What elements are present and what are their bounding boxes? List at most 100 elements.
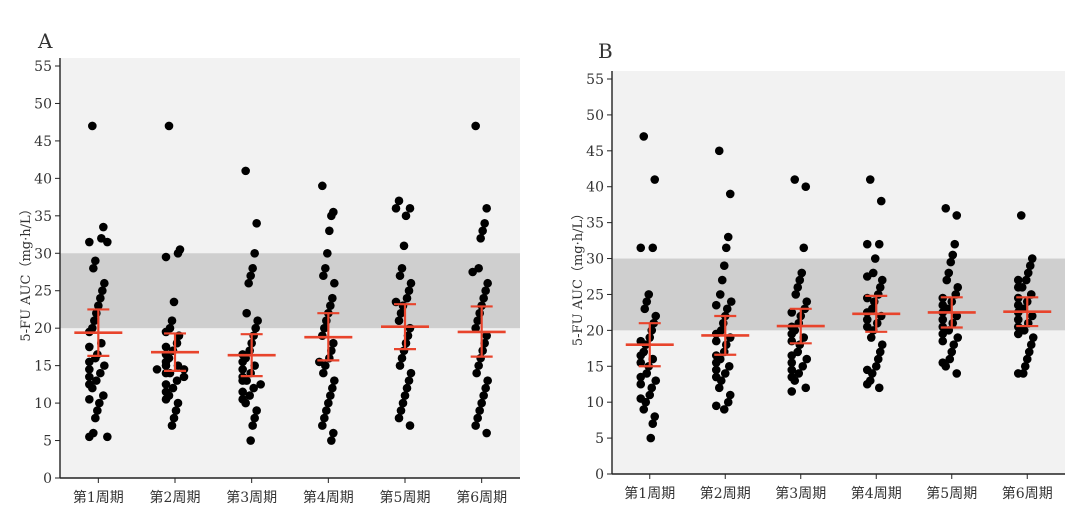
data-point [480,219,489,228]
data-point [161,380,171,389]
y-tick-label: 35 [34,209,52,225]
data-point [877,340,887,350]
data-point [473,413,482,423]
data-point [318,421,327,430]
data-point [168,383,178,393]
data-point [173,398,183,408]
data-point [941,361,951,371]
data-point [949,340,959,350]
data-point [395,271,405,281]
data-point [394,196,404,206]
data-point [404,286,414,296]
data-point [330,278,339,288]
data-point [941,203,951,213]
data-point [318,181,327,191]
data-point [253,316,262,325]
data-point [250,248,259,258]
chart-panel-a: 0 5 10 15 20 25 30 35 40 45 50 55 第1周期 第2周期 第3周期 第4周期 第5… [19,29,520,506]
data-point [873,354,883,364]
data-point [795,275,805,285]
data-point [862,315,872,324]
data-point [721,243,731,253]
data-point [99,222,108,232]
data-point [793,282,803,292]
data-point [471,421,480,430]
data-point [238,376,247,385]
data-point [169,413,179,423]
data-point [1013,329,1023,339]
x-tick-label: 第5周期 [926,485,977,502]
data-point [647,383,657,393]
data-point [396,406,406,415]
data-point [172,376,182,385]
x-tick-label: 第3周期 [226,489,277,506]
data-point [471,323,480,333]
data-point [1027,311,1037,321]
data-point [472,368,481,378]
data-point [161,395,171,404]
y-tick-label: 10 [34,396,52,412]
y-tick-label: 5 [595,431,604,447]
data-point [938,315,948,324]
data-point [406,368,416,378]
data-point [787,358,797,367]
y-tick-label: 55 [586,72,604,88]
data-point [88,383,97,393]
data-point [249,383,258,393]
x-tick-label: 第1周期 [624,485,675,502]
data-point [99,391,108,400]
data-point [395,361,405,370]
data-point [404,376,414,385]
data-point [85,432,94,442]
data-point [103,237,112,247]
data-point [398,398,408,408]
y-axis-title: 5-FU AUC（mg·h/L） [19,202,34,341]
data-point [1020,361,1030,371]
x-tick-label: 第6周期 [456,489,507,506]
y-tick-label: 40 [34,171,52,187]
data-point [85,395,94,404]
data-point [95,398,104,408]
data-point [89,263,98,273]
data-point [327,436,336,445]
data-point [238,357,247,367]
data-point [1013,369,1023,378]
data-point [238,365,247,374]
y-tick-label: 15 [586,359,604,375]
data-point [877,275,887,285]
data-point [787,387,797,396]
data-point [714,383,724,393]
data-point [636,372,646,382]
data-point [238,387,247,397]
data-point [787,329,797,339]
data-point [256,380,265,389]
data-point [405,421,415,430]
data-point [876,196,886,206]
data-point [394,316,404,325]
data-point [252,406,261,415]
data-point [711,365,721,375]
data-point [640,304,650,314]
data-point [483,376,492,385]
data-point [797,268,807,278]
y-tick-label: 15 [34,359,52,375]
data-point [471,121,480,131]
data-point [711,300,721,310]
data-point [482,204,491,213]
data-point [723,232,733,242]
data-point [241,398,250,408]
data-point [161,327,171,337]
data-point [161,342,171,352]
y-axis-title: 5-FU AUC（mg·h/L） [571,207,586,346]
data-point [722,304,732,314]
data-point [391,204,401,213]
data-point [942,275,952,285]
data-point [726,297,736,306]
data-point [648,419,658,429]
data-point [862,272,872,281]
x-tick-label: 第4周期 [851,485,902,502]
data-point [1021,275,1031,285]
y-tick-label: 55 [34,59,52,75]
data-point [320,323,329,333]
data-point [479,293,488,303]
